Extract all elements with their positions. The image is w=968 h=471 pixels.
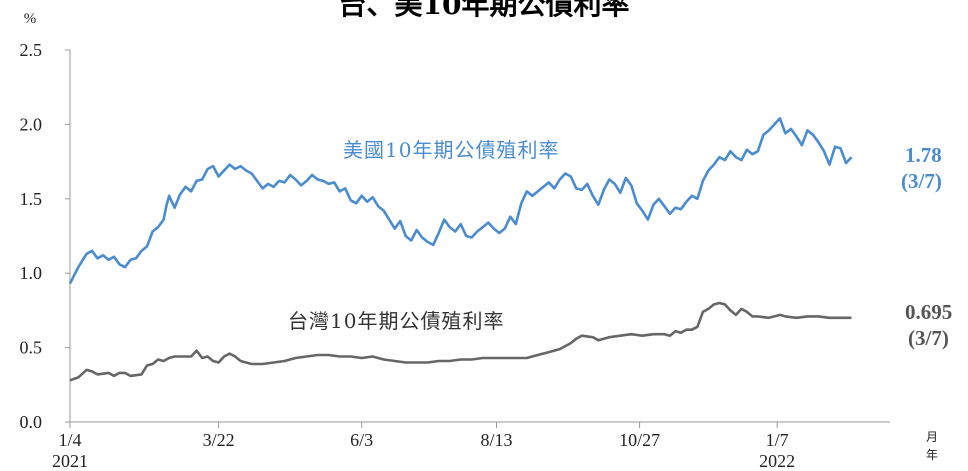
y-tick-label: 1.5: [20, 189, 43, 209]
x-tick-year-label: 2021: [52, 451, 88, 471]
tw-end-value: 0.695: [905, 300, 952, 324]
y-tick-label: 1.0: [20, 263, 43, 283]
chart-title: 台、美10年期公債利率: [339, 0, 630, 21]
x-tick-label: 8/13: [481, 430, 513, 450]
x-tick-label: 3/22: [203, 430, 235, 450]
x-tick-label: 10/27: [619, 430, 660, 450]
x-tick-label: 1/4: [58, 430, 81, 450]
y-unit-label: %: [24, 11, 37, 27]
series-layer: [68, 117, 853, 382]
y-tick-label: 0.0: [20, 412, 43, 432]
us-yield-line: [68, 117, 853, 285]
us-series-label: 美國10年期公債殖利率: [343, 138, 559, 162]
tw-yield-line: [69, 301, 852, 382]
tw-series-label: 台灣10年期公債殖利率: [288, 309, 504, 333]
y-tick-label: 2.5: [20, 40, 43, 60]
x-unit-month: 月: [926, 430, 938, 444]
x-tick-label: 6/3: [350, 430, 373, 450]
us-end-value: 1.78: [905, 143, 942, 167]
us-end-date: (3/7): [901, 169, 942, 193]
x-tick-year-label: 2022: [759, 451, 795, 471]
x-tick-label: 1/7: [766, 430, 789, 450]
y-tick-label: 0.5: [20, 338, 43, 358]
y-tick-label: 2.0: [20, 114, 43, 134]
x-unit-year: 年: [926, 448, 938, 462]
tw-end-date: (3/7): [908, 326, 949, 350]
